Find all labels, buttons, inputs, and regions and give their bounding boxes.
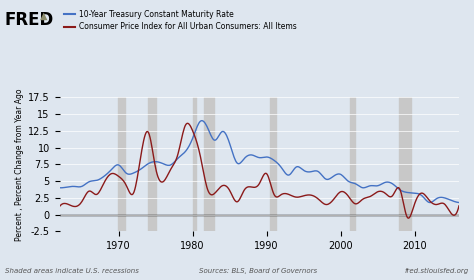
- Text: Shaded areas indicate U.S. recessions: Shaded areas indicate U.S. recessions: [5, 269, 138, 274]
- Text: Sources: BLS, Board of Governors: Sources: BLS, Board of Governors: [199, 269, 317, 274]
- Y-axis label: Percent , Percent Change from Year Ago: Percent , Percent Change from Year Ago: [15, 88, 24, 241]
- Legend: 10-Year Treasury Constant Maturity Rate, Consumer Price Index for All Urban Cons: 10-Year Treasury Constant Maturity Rate,…: [61, 7, 300, 34]
- Bar: [399, 97, 411, 231]
- Text: FRED: FRED: [5, 11, 54, 29]
- Bar: [204, 97, 214, 231]
- Bar: [118, 97, 126, 231]
- Bar: [192, 97, 196, 231]
- Text: ▲: ▲: [40, 11, 48, 21]
- Text: fred.stlouisfed.org: fred.stlouisfed.org: [405, 268, 469, 274]
- Bar: [270, 97, 276, 231]
- Bar: [350, 97, 355, 231]
- Bar: [148, 97, 156, 231]
